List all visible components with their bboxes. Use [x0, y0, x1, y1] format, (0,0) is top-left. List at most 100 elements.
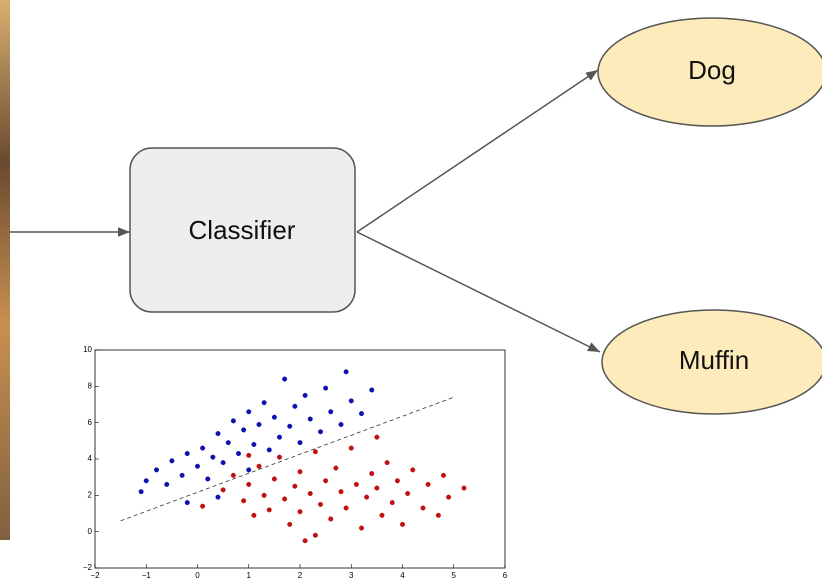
- point: [369, 471, 374, 476]
- point: [390, 500, 395, 505]
- photo-strip: [0, 0, 10, 540]
- x-tick-label: 6: [503, 571, 508, 580]
- point: [262, 493, 267, 498]
- y-tick-label: 6: [88, 418, 93, 427]
- point: [170, 459, 175, 464]
- point: [359, 411, 364, 416]
- point: [380, 513, 385, 518]
- point: [185, 500, 190, 505]
- point: [252, 442, 257, 447]
- point: [287, 424, 292, 429]
- x-tick-label: 4: [400, 571, 405, 580]
- point: [195, 464, 200, 469]
- point: [400, 522, 405, 527]
- point: [318, 429, 323, 434]
- point: [200, 504, 205, 509]
- point: [364, 495, 369, 500]
- point: [211, 455, 216, 460]
- x-tick-label: −1: [142, 571, 152, 580]
- x-tick-label: 3: [349, 571, 354, 580]
- point: [395, 479, 400, 484]
- point: [257, 422, 262, 427]
- point: [323, 479, 328, 484]
- point: [246, 453, 251, 458]
- point: [293, 404, 298, 409]
- y-tick-label: 2: [88, 490, 93, 499]
- point: [216, 495, 221, 500]
- point: [287, 522, 292, 527]
- node-label: Classifier: [189, 215, 296, 245]
- point: [328, 517, 333, 522]
- point: [272, 477, 277, 482]
- point: [375, 486, 380, 491]
- node-label: Muffin: [679, 345, 749, 375]
- point: [144, 479, 149, 484]
- point: [303, 538, 308, 543]
- point: [298, 440, 303, 445]
- point: [282, 497, 287, 502]
- y-tick-label: −2: [83, 563, 93, 572]
- node-label: Dog: [688, 55, 736, 85]
- point: [328, 409, 333, 414]
- point: [313, 533, 318, 538]
- point: [272, 415, 277, 420]
- point: [441, 473, 446, 478]
- point: [221, 488, 226, 493]
- y-tick-label: 4: [88, 454, 93, 463]
- x-tick-label: 0: [195, 571, 200, 580]
- point: [426, 482, 431, 487]
- point: [164, 482, 169, 487]
- point: [277, 435, 282, 440]
- point: [298, 509, 303, 514]
- point: [231, 473, 236, 478]
- point: [246, 482, 251, 487]
- point: [267, 448, 272, 453]
- point: [180, 473, 185, 478]
- point: [308, 417, 313, 422]
- point: [349, 399, 354, 404]
- point: [410, 468, 415, 473]
- point: [216, 431, 221, 436]
- point: [334, 466, 339, 471]
- point: [385, 460, 390, 465]
- point: [293, 484, 298, 489]
- arrow: [357, 232, 600, 352]
- point: [185, 451, 190, 456]
- point: [241, 498, 246, 503]
- y-tick-label: 0: [88, 527, 93, 536]
- x-tick-label: 1: [247, 571, 252, 580]
- point: [421, 506, 426, 511]
- point: [246, 409, 251, 414]
- point: [252, 513, 257, 518]
- page: Classifier Dog Muffin −2−10123456−202468…: [0, 0, 822, 582]
- x-tick-label: 2: [298, 571, 303, 580]
- point: [139, 489, 144, 494]
- point: [436, 513, 441, 518]
- point: [154, 468, 159, 473]
- plot-frame: [95, 350, 505, 568]
- point: [226, 440, 231, 445]
- y-tick-label: 10: [83, 345, 92, 354]
- point: [344, 370, 349, 375]
- point: [462, 486, 467, 491]
- point: [344, 506, 349, 511]
- point: [359, 526, 364, 531]
- point: [257, 464, 262, 469]
- point: [369, 388, 374, 393]
- point: [267, 508, 272, 513]
- point: [339, 422, 344, 427]
- point: [303, 393, 308, 398]
- point: [236, 451, 241, 456]
- x-tick-label: −2: [90, 571, 100, 580]
- point: [241, 428, 246, 433]
- point: [349, 446, 354, 451]
- point: [339, 489, 344, 494]
- point: [405, 491, 410, 496]
- point: [354, 482, 359, 487]
- point: [318, 502, 323, 507]
- point: [200, 446, 205, 451]
- diagram: Classifier Dog Muffin −2−10123456−202468…: [0, 0, 822, 582]
- arrow: [357, 70, 598, 232]
- point: [231, 419, 236, 424]
